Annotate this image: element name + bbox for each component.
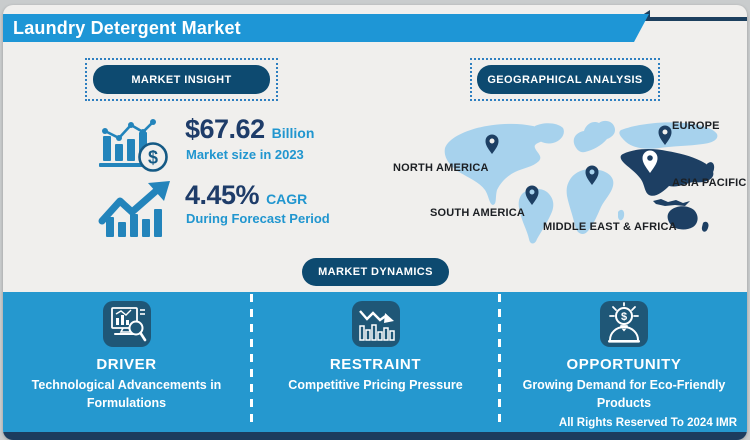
region-label-middle-east-africa: MIDDLE EAST & AFRICA — [543, 221, 677, 233]
driver-text: Technological Advancements in Formulatio… — [31, 378, 222, 411]
australia-shape — [667, 206, 698, 230]
pin-south-america-icon — [525, 185, 539, 205]
region-label-north-america: NORTH AMERICA — [393, 162, 489, 174]
growth-arrow-icon — [98, 181, 170, 237]
geographical-analysis-box: GEOGRAPHICAL ANALYSIS — [470, 58, 660, 101]
pin-europe-icon — [658, 125, 672, 145]
panel-divider — [498, 294, 501, 428]
footer-strip — [3, 432, 747, 440]
driver-title: DRIVER — [96, 356, 157, 373]
market-size-caption: Market size in 2023 — [186, 147, 304, 162]
market-size-chart-icon: $ — [99, 119, 168, 172]
infographic-card: Laundry Detergent Market MARKET INSIGHT … — [3, 5, 747, 440]
dollar-sign-glyph: $ — [148, 148, 158, 168]
cagr-value: 4.45% — [185, 180, 260, 210]
cagr-caption: During Forecast Period — [186, 211, 330, 226]
region-label-europe: EUROPE — [672, 120, 720, 132]
geographical-analysis-button[interactable]: GEOGRAPHICAL ANALYSIS — [476, 65, 654, 94]
region-label-asia-pacific: ASIA PACIFIC — [672, 177, 747, 189]
page-title: Laundry Detergent Market — [13, 17, 241, 38]
cagr-unit: CAGR — [266, 191, 308, 207]
europe-shape — [573, 120, 616, 153]
restraint-title: RESTRAINT — [329, 356, 422, 373]
pin-asia-pacific-icon — [642, 150, 658, 173]
opportunity-text: Growing Demand for Eco-Friendly Products — [522, 378, 726, 411]
restraint-text: Competitive Pricing Pressure — [288, 378, 463, 392]
copyright-text: All Rights Reserved To 2024 IMR — [558, 417, 737, 429]
market-dynamics-button[interactable]: MARKET DYNAMICS — [302, 258, 449, 286]
declining-trend-icon — [351, 301, 400, 347]
africa-shape — [566, 168, 614, 234]
bulb-dollar-icon: $ — [600, 301, 648, 347]
opportunity-panel: $ OPPORTUNITY Growing Demand for Eco-Fri… — [501, 292, 747, 432]
dollar-sign-glyph: $ — [621, 311, 627, 323]
header-banner: Laundry Detergent Market — [3, 14, 649, 42]
market-insight-button[interactable]: MARKET INSIGHT — [93, 65, 270, 94]
market-insight-box: MARKET INSIGHT — [85, 58, 278, 101]
driver-panel: DRIVER Technological Advancements in For… — [3, 292, 250, 432]
greenland-shape — [535, 123, 564, 144]
market-size-stat: $67.62 Billion — [185, 114, 314, 145]
panel-divider — [250, 294, 253, 428]
japan-shape — [706, 162, 715, 175]
south-america-shape — [518, 188, 554, 244]
monitor-analytics-icon — [102, 301, 151, 347]
pin-africa-icon — [585, 165, 599, 185]
new-zealand-shape — [701, 221, 709, 232]
world-map — [444, 120, 718, 244]
market-size-value: $67.62 — [185, 114, 265, 144]
indonesia-shape — [653, 199, 690, 206]
cagr-stat: 4.45% CAGR — [185, 180, 307, 211]
ribbon-line — [647, 17, 747, 21]
region-label-south-america: SOUTH AMERICA — [430, 207, 526, 219]
restraint-panel: RESTRAINT Competitive Pricing Pressure — [253, 292, 498, 432]
market-size-unit: Billion — [271, 125, 315, 141]
pin-north-america-icon — [485, 134, 499, 154]
madagascar-shape — [618, 209, 625, 221]
north-america-shape — [444, 123, 547, 205]
opportunity-title: OPPORTUNITY — [566, 356, 682, 373]
